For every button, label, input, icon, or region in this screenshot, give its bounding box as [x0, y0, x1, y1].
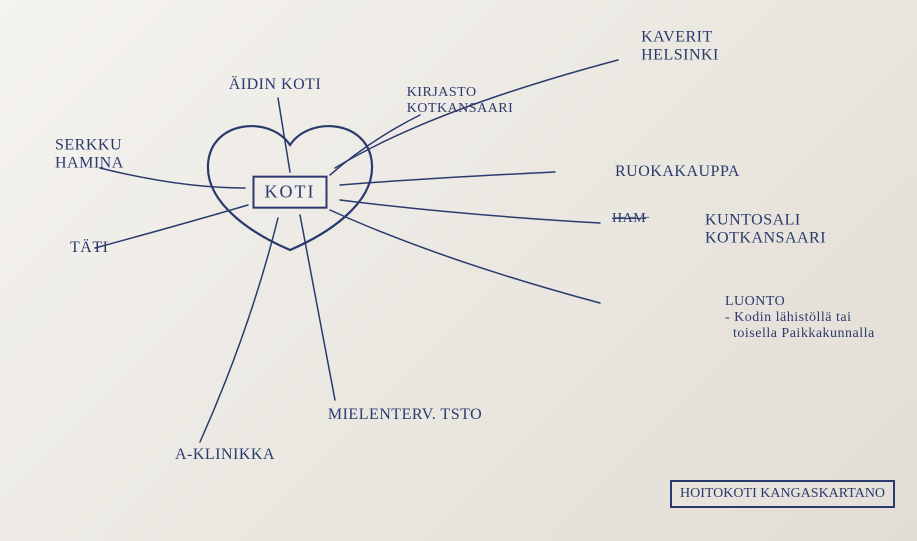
mindmap-lines: [0, 0, 917, 541]
edge-kuntosali: [340, 200, 600, 223]
node-kaverit: KAVERIT HELSINKI: [641, 29, 719, 66]
center-node-koti: KOTI: [253, 176, 328, 209]
node-a-klinikka: A-KLINIKKA: [175, 446, 275, 464]
edge-tati: [95, 205, 248, 248]
node-mielenterv: MIELENTERV. TSTO: [328, 406, 482, 424]
mindmap-canvas: KOTI ÄIDIN KOTI KIRJASTO KOTKANSAARI KAV…: [0, 0, 917, 541]
node-kuntosali: KUNTOSALI KOTKANSAARI: [705, 212, 826, 249]
edge-aklinikka: [200, 218, 278, 442]
edge-lines: [95, 60, 618, 442]
edge-mielent: [300, 215, 335, 400]
node-ruokakauppa: RUOKAKAUPPA: [615, 163, 740, 181]
node-tati: TÄTI: [70, 239, 108, 257]
edge-luonto: [330, 210, 600, 303]
node-serkku: SERKKU HAMINA: [55, 137, 124, 174]
note-hoitokoti: HOITOKOTI KANGASKARTANO: [670, 480, 895, 508]
node-scratched-text: H̶A̶M̶: [612, 211, 646, 227]
node-kirjasto: KIRJASTO KOTKANSAARI: [407, 85, 514, 117]
node-luonto: LUONTO - Kodin lähistöllä tai toisella P…: [725, 294, 875, 342]
edge-kirjasto: [330, 115, 420, 175]
node-aidin-koti: ÄIDIN KOTI: [229, 76, 322, 94]
